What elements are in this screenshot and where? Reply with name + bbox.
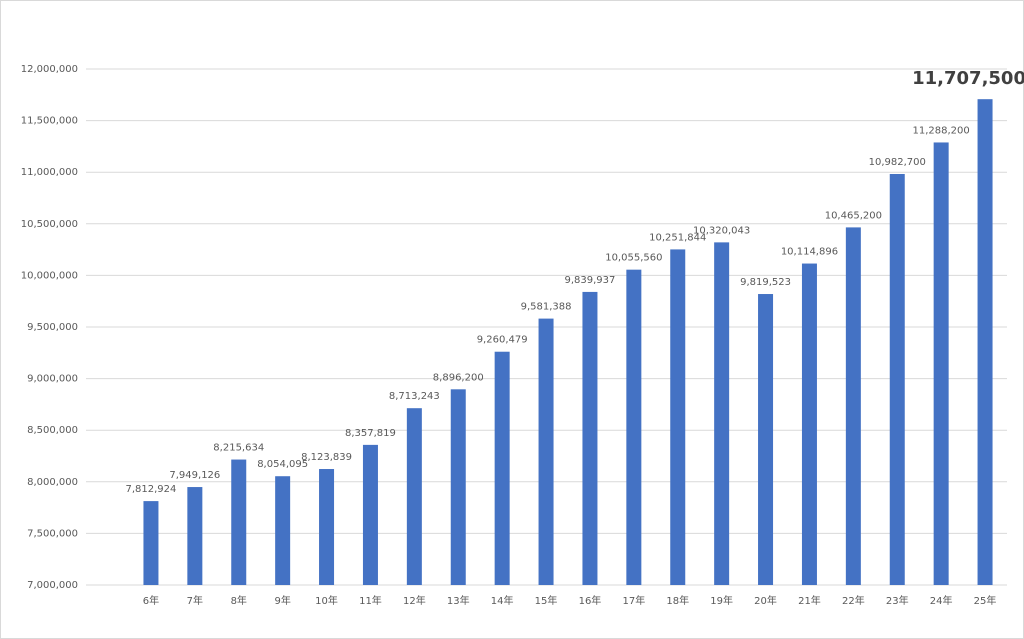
value-label: 10,055,560 bbox=[605, 253, 662, 264]
bar bbox=[538, 318, 554, 585]
value-label: 10,251,844 bbox=[649, 232, 706, 243]
y-tick-label: 11,000,000 bbox=[21, 167, 78, 178]
x-tick-label: 24年 bbox=[930, 594, 953, 607]
value-label: 10,982,700 bbox=[869, 157, 926, 168]
bar bbox=[187, 487, 203, 585]
x-tick-label: 18年 bbox=[666, 594, 689, 607]
bar bbox=[845, 227, 861, 585]
value-label: 7,812,924 bbox=[125, 484, 176, 495]
x-tick-label: 11年 bbox=[359, 594, 382, 607]
x-tick-label: 9年 bbox=[274, 594, 290, 607]
x-tick-label: 15年 bbox=[535, 594, 558, 607]
value-label: 7,949,126 bbox=[169, 470, 220, 481]
bar bbox=[319, 469, 335, 585]
x-tick-label: 8年 bbox=[231, 594, 247, 607]
x-tick-label: 7年 bbox=[187, 594, 203, 607]
x-tick-label: 16年 bbox=[579, 594, 602, 607]
y-tick-label: 7,500,000 bbox=[27, 528, 78, 539]
value-label: 9,260,479 bbox=[477, 335, 528, 346]
value-label: 9,839,937 bbox=[564, 275, 615, 286]
x-tick-label: 21年 bbox=[798, 594, 821, 607]
y-tick-label: 9,000,000 bbox=[27, 374, 78, 385]
bar bbox=[143, 501, 159, 585]
x-tick-label: 13年 bbox=[447, 594, 470, 607]
bar bbox=[714, 242, 730, 585]
value-label: 8,713,243 bbox=[389, 391, 440, 402]
y-tick-label: 8,500,000 bbox=[27, 425, 78, 436]
y-tick-label: 10,500,000 bbox=[21, 219, 78, 230]
value-label: 11,288,200 bbox=[913, 125, 970, 136]
y-tick-label: 12,000,000 bbox=[21, 64, 78, 75]
value-label: 8,054,095 bbox=[257, 459, 308, 470]
bar bbox=[231, 459, 247, 585]
x-tick-label: 10年 bbox=[315, 594, 338, 607]
bar bbox=[494, 351, 510, 585]
bar bbox=[406, 408, 422, 585]
y-tick-label: 9,500,000 bbox=[27, 322, 78, 333]
x-tick-label: 20年 bbox=[754, 594, 777, 607]
bar bbox=[275, 476, 291, 585]
bar bbox=[977, 99, 993, 585]
value-label: 10,465,200 bbox=[825, 210, 882, 221]
value-label: 11,707,500 bbox=[912, 68, 1024, 89]
value-label: 8,357,819 bbox=[345, 428, 396, 439]
x-tick-label: 22年 bbox=[842, 594, 865, 607]
x-tick-label: 12年 bbox=[403, 594, 426, 607]
value-label: 10,114,896 bbox=[781, 247, 838, 258]
x-tick-label: 14年 bbox=[491, 594, 514, 607]
x-tick-label: 17年 bbox=[622, 594, 645, 607]
y-tick-label: 10,000,000 bbox=[21, 270, 78, 281]
x-tick-label: 6年 bbox=[143, 594, 159, 607]
bar bbox=[933, 142, 949, 585]
bar bbox=[889, 173, 905, 586]
value-label: 9,581,388 bbox=[521, 302, 572, 313]
value-label: 9,819,523 bbox=[740, 277, 791, 288]
value-label: 8,215,634 bbox=[213, 443, 264, 454]
bar bbox=[362, 444, 378, 585]
y-tick-label: 8,000,000 bbox=[27, 477, 78, 488]
bar bbox=[582, 291, 598, 585]
bar bbox=[670, 249, 686, 585]
y-tick-label: 11,500,000 bbox=[21, 116, 78, 127]
bar bbox=[758, 294, 774, 585]
bar bbox=[450, 389, 466, 585]
value-label: 10,320,043 bbox=[693, 225, 750, 236]
bar bbox=[626, 269, 642, 585]
value-label: 8,896,200 bbox=[433, 372, 484, 383]
x-tick-label: 23年 bbox=[886, 594, 909, 607]
value-label: 8,123,839 bbox=[301, 452, 352, 463]
y-tick-label: 7,000,000 bbox=[27, 580, 78, 591]
bar bbox=[801, 263, 817, 585]
x-tick-label: 19年 bbox=[710, 594, 733, 607]
x-tick-label: 25年 bbox=[974, 594, 997, 607]
